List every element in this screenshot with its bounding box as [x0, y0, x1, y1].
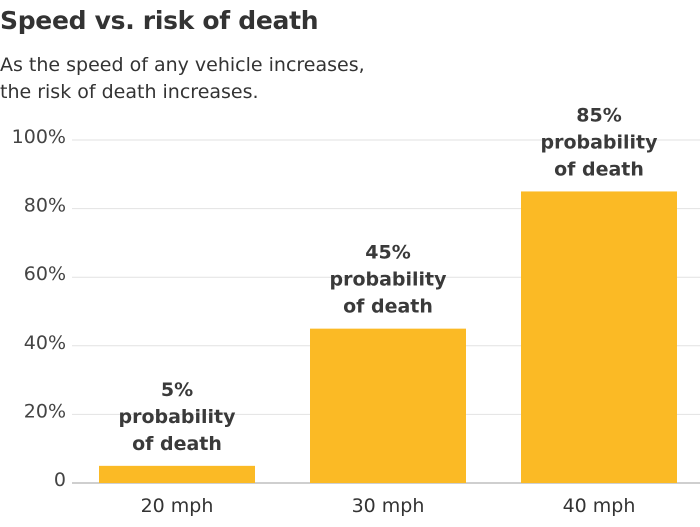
chart-subtitle: As the speed of any vehicle increases, t…	[0, 52, 460, 106]
data-label: 5%	[161, 379, 193, 401]
data-label: of death	[554, 158, 644, 180]
y-tick-label: 0	[54, 469, 66, 491]
data-label: 45%	[365, 242, 410, 264]
data-label: probability	[118, 406, 236, 428]
y-tick-label: 20%	[24, 400, 66, 422]
chart-title: Speed vs. risk of death	[0, 6, 319, 35]
subtitle-line: As the speed of any vehicle increases,	[0, 54, 365, 76]
y-tick-label: 100%	[12, 126, 66, 148]
subtitle-line: the risk of death increases.	[0, 81, 259, 103]
y-tick-label: 80%	[24, 195, 66, 217]
y-tick-label: 40%	[24, 332, 66, 354]
bar	[99, 465, 255, 483]
x-tick-label: 40 mph	[563, 495, 636, 517]
x-tick-label: 20 mph	[141, 495, 214, 517]
y-tick-label: 60%	[24, 263, 66, 285]
data-label: of death	[132, 433, 222, 455]
data-label: of death	[343, 296, 433, 318]
data-label: 85%	[576, 104, 621, 126]
data-label: probability	[329, 269, 447, 291]
data-label: probability	[540, 131, 658, 153]
bar	[521, 191, 677, 483]
bar	[310, 328, 466, 483]
x-tick-label: 30 mph	[352, 495, 425, 517]
